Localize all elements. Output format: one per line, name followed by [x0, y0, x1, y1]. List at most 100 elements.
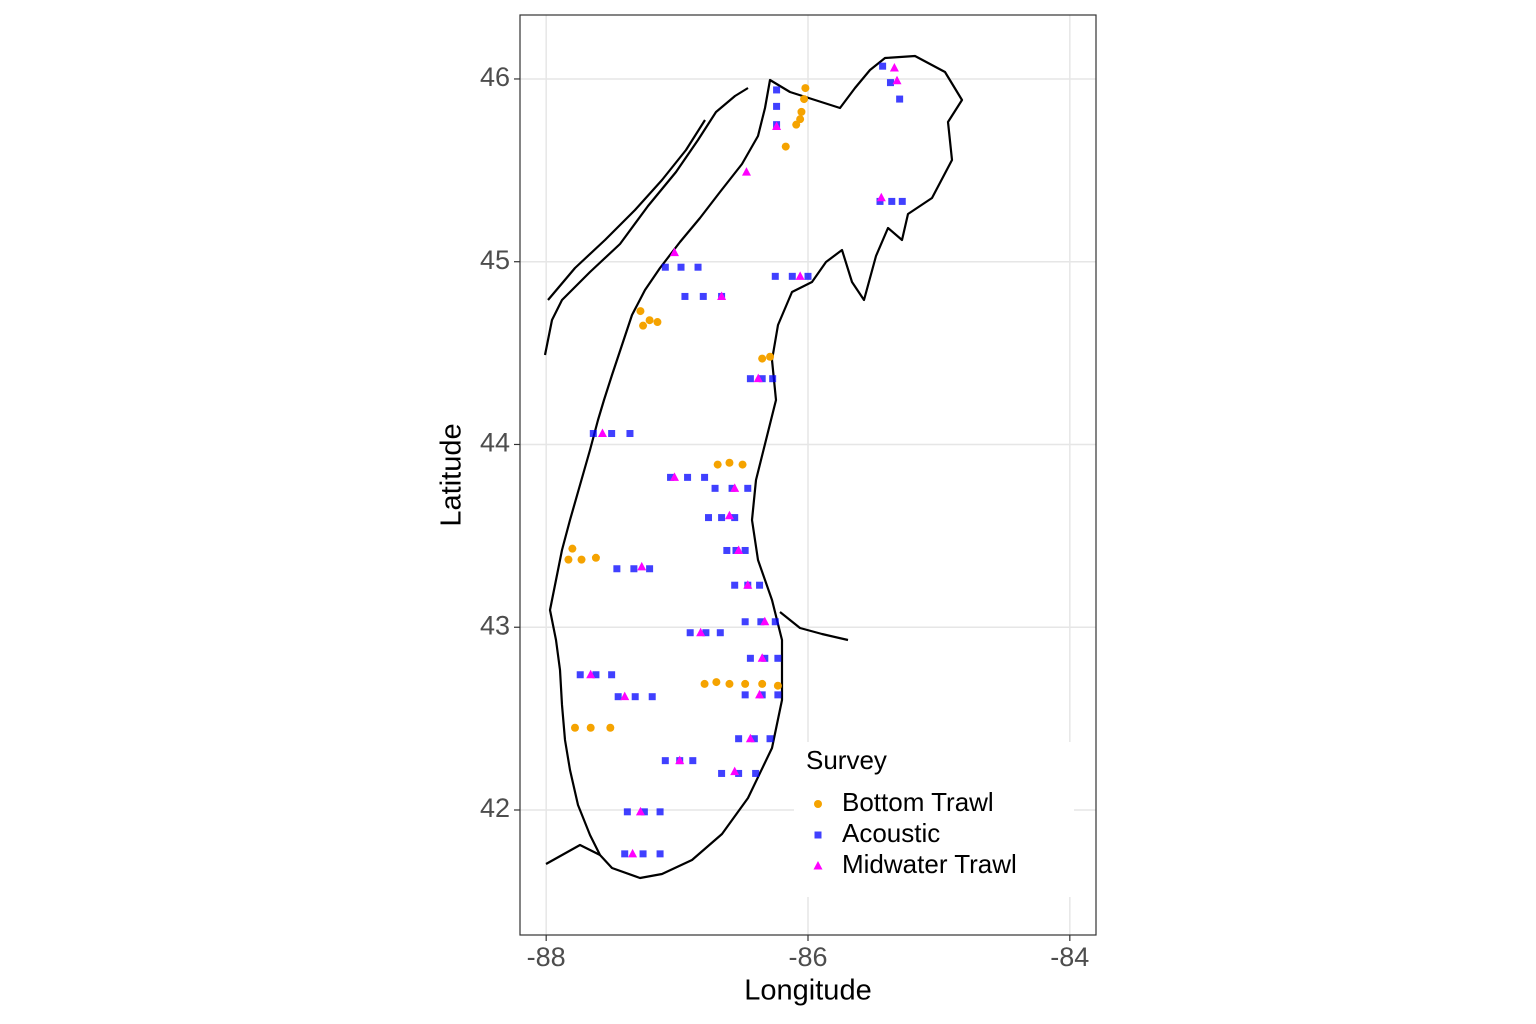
point — [886, 79, 894, 87]
point — [635, 806, 645, 816]
point — [788, 272, 796, 280]
legend-label: Midwater Trawl — [842, 849, 1017, 879]
point — [686, 629, 694, 637]
point — [730, 483, 740, 492]
point — [738, 460, 747, 469]
y-tick-label: 46 — [480, 62, 510, 92]
point — [771, 618, 779, 626]
x-tick-label: -86 — [788, 942, 827, 972]
point — [656, 808, 664, 816]
legend-label: Bottom Trawl — [842, 787, 994, 817]
point — [667, 473, 675, 481]
point — [773, 681, 782, 690]
legend-background — [794, 742, 1074, 897]
point — [795, 271, 805, 280]
x-tick-label: -84 — [1050, 942, 1089, 972]
point — [774, 691, 782, 699]
point — [741, 691, 749, 699]
point — [586, 669, 596, 679]
point — [896, 95, 904, 103]
point — [725, 458, 734, 467]
shore-south — [545, 843, 601, 865]
point — [639, 321, 648, 330]
point — [564, 555, 573, 564]
point — [758, 679, 767, 688]
point — [606, 723, 615, 732]
point — [741, 618, 749, 626]
point — [757, 618, 765, 626]
point — [694, 263, 702, 271]
point — [640, 808, 648, 816]
y-axis-title: Latitude — [436, 423, 468, 526]
point — [888, 197, 896, 205]
point — [718, 769, 726, 777]
point — [576, 671, 584, 679]
point — [669, 247, 679, 257]
point — [801, 84, 810, 93]
point — [750, 735, 758, 743]
point — [661, 757, 669, 765]
marks — [564, 62, 906, 858]
green-bay-shore — [547, 119, 706, 301]
point — [711, 484, 719, 492]
point — [792, 120, 801, 129]
point — [746, 375, 754, 383]
point — [716, 629, 724, 637]
point — [741, 546, 749, 554]
point — [730, 766, 740, 776]
legend-label: Acoustic — [842, 818, 940, 848]
point — [661, 263, 669, 271]
point — [804, 272, 812, 280]
point — [724, 510, 734, 520]
x-tick-label: -88 — [527, 942, 566, 972]
point — [741, 167, 751, 176]
point — [628, 848, 638, 858]
grid — [520, 15, 1096, 935]
point — [766, 352, 775, 361]
point — [889, 62, 899, 72]
point — [592, 671, 600, 679]
point — [753, 373, 763, 383]
point — [758, 375, 766, 383]
point — [713, 460, 722, 469]
point — [734, 545, 744, 554]
point — [608, 671, 616, 679]
legend-swatch — [813, 861, 823, 870]
point — [772, 121, 782, 130]
point — [774, 654, 782, 662]
y-tick-label: 42 — [480, 793, 510, 823]
lake-shore — [548, 54, 964, 880]
point — [705, 514, 713, 522]
point — [648, 693, 656, 701]
point — [735, 769, 743, 777]
point — [630, 565, 638, 573]
point — [746, 654, 754, 662]
point — [731, 581, 739, 589]
point — [646, 565, 654, 573]
y-tick-label: 45 — [480, 245, 510, 275]
point — [699, 292, 707, 300]
point — [570, 723, 579, 732]
point — [637, 561, 647, 571]
point — [620, 691, 630, 701]
river — [779, 611, 849, 642]
point — [717, 291, 727, 300]
point — [621, 850, 629, 858]
point — [756, 581, 764, 589]
point — [589, 430, 597, 438]
point — [689, 757, 697, 765]
point — [626, 430, 634, 438]
point — [675, 755, 685, 765]
x-axis-title: Longitude — [744, 975, 871, 1007]
point — [669, 472, 679, 481]
point — [725, 679, 734, 688]
point — [745, 733, 755, 743]
point — [623, 808, 631, 816]
point — [797, 107, 806, 116]
point — [577, 555, 586, 564]
point — [681, 292, 689, 300]
legend-swatch — [814, 831, 822, 839]
point — [608, 430, 616, 438]
